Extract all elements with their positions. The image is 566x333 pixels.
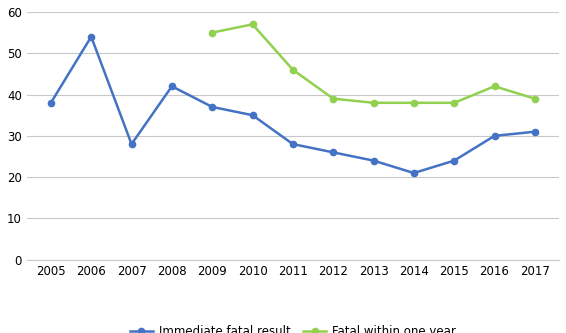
Fatal within one year	[451, 101, 457, 105]
Fatal within one year	[209, 31, 216, 35]
Immediate fatal result	[330, 151, 337, 155]
Immediate fatal result	[410, 171, 417, 175]
Immediate fatal result	[531, 130, 538, 134]
Immediate fatal result	[48, 101, 54, 105]
Immediate fatal result	[289, 142, 296, 146]
Fatal within one year	[531, 97, 538, 101]
Line: Immediate fatal result: Immediate fatal result	[48, 34, 538, 176]
Immediate fatal result	[128, 142, 135, 146]
Fatal within one year	[289, 68, 296, 72]
Line: Fatal within one year: Fatal within one year	[209, 21, 538, 106]
Legend: Immediate fatal result, Fatal within one year: Immediate fatal result, Fatal within one…	[125, 320, 461, 333]
Immediate fatal result	[491, 134, 498, 138]
Fatal within one year	[370, 101, 377, 105]
Immediate fatal result	[249, 113, 256, 117]
Immediate fatal result	[451, 159, 457, 163]
Fatal within one year	[330, 97, 337, 101]
Immediate fatal result	[169, 84, 175, 88]
Immediate fatal result	[370, 159, 377, 163]
Immediate fatal result	[88, 35, 95, 39]
Fatal within one year	[410, 101, 417, 105]
Fatal within one year	[491, 84, 498, 88]
Fatal within one year	[249, 22, 256, 26]
Immediate fatal result	[209, 105, 216, 109]
